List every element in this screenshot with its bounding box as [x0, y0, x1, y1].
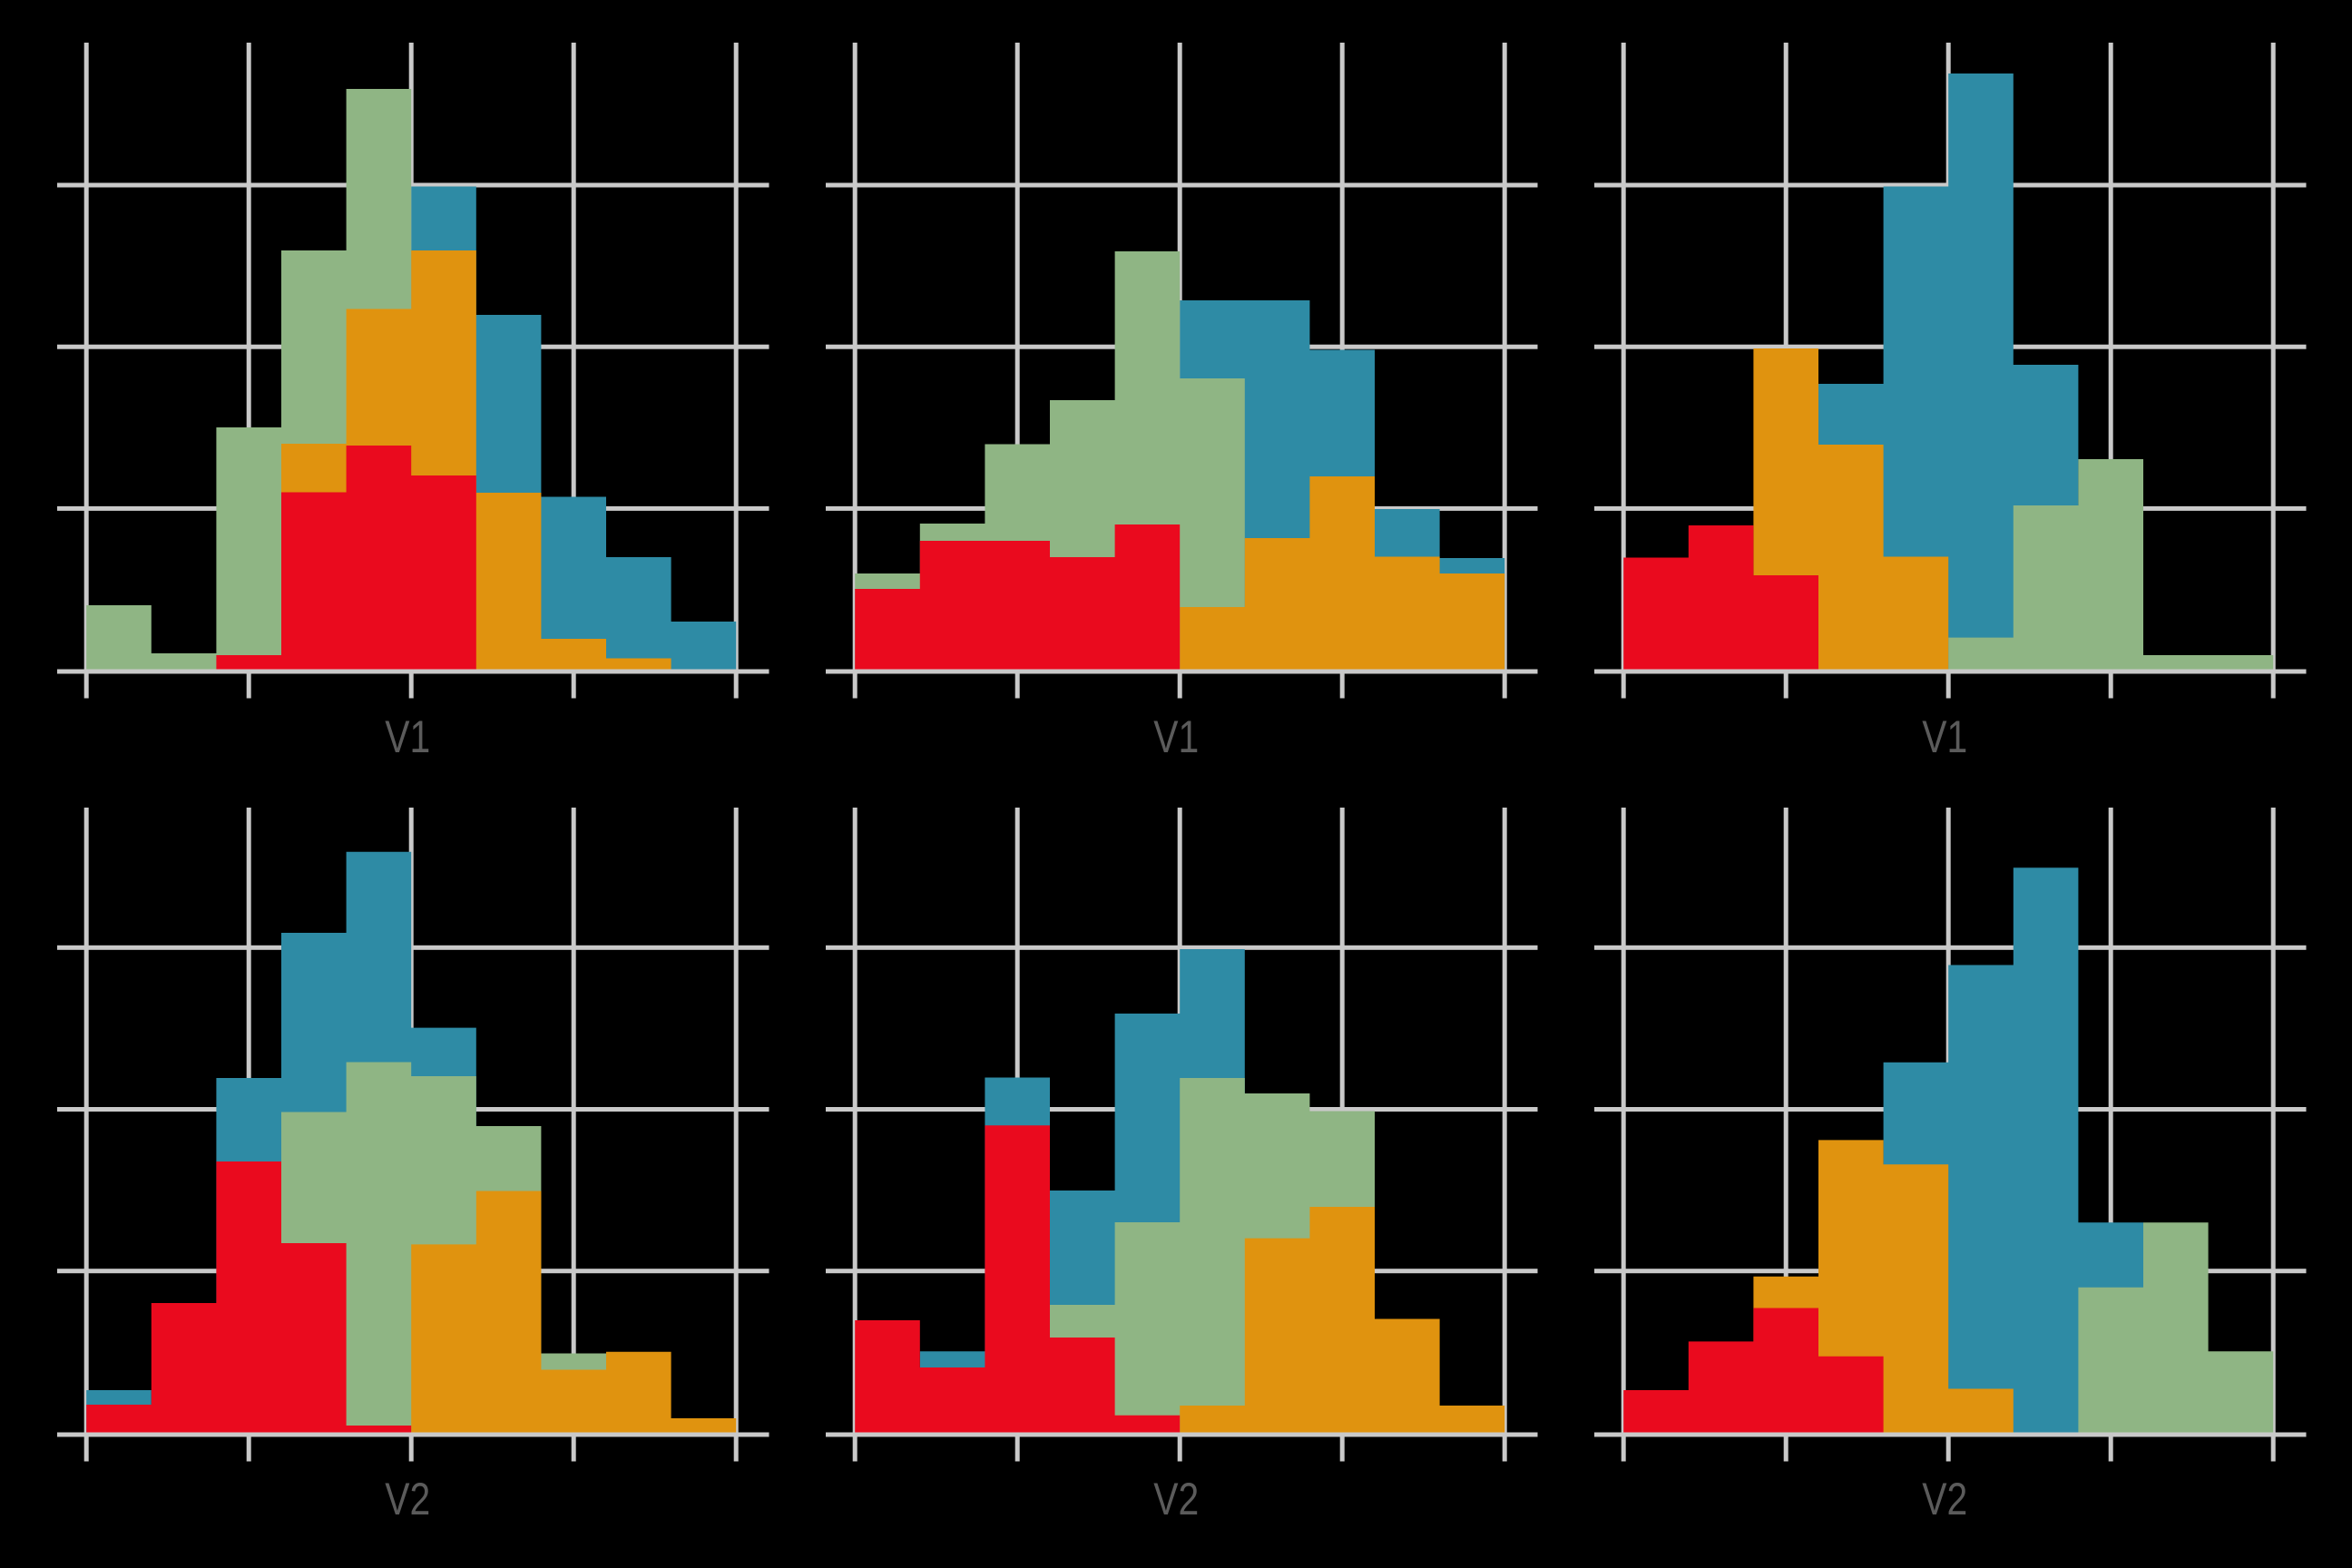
svg-text:V1: V1 — [1153, 711, 1199, 762]
svg-text:V2: V2 — [385, 1474, 430, 1524]
svg-text:V1: V1 — [1922, 711, 1967, 762]
svg-text:V2: V2 — [1153, 1474, 1199, 1524]
svg-text:V2: V2 — [1922, 1474, 1967, 1524]
svg-text:V1: V1 — [385, 711, 430, 762]
